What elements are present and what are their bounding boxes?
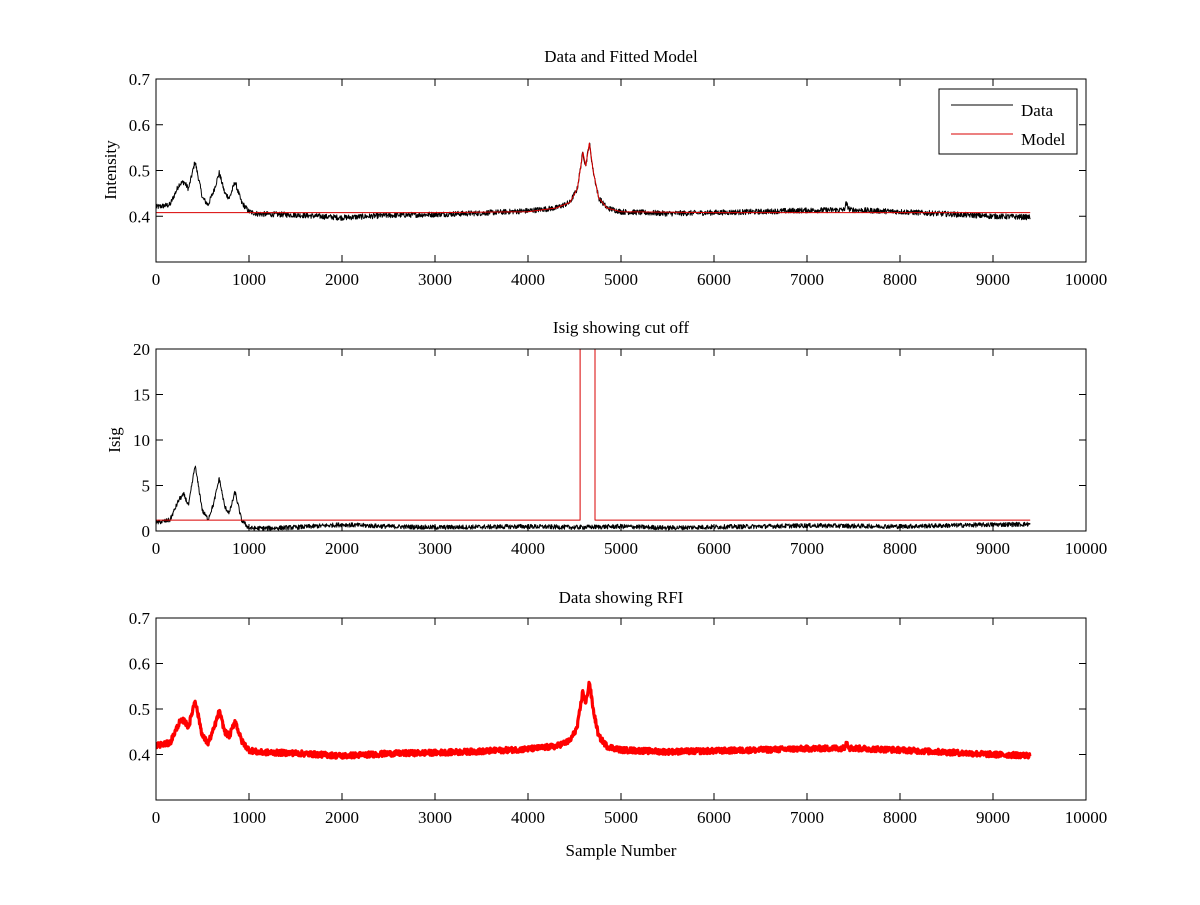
y-tick-label: 0.7 [129, 70, 151, 89]
series-line-model [156, 142, 1031, 214]
series-layer [156, 680, 1032, 760]
x-tick-label: 1000 [232, 270, 266, 289]
x-tick-label: 0 [152, 539, 161, 558]
panel-data-and-fitted-model: 0 1000 2000 3000 4000 5000 6000 7000 8000 9000 100… [101, 47, 1107, 289]
x-tick-label: 9000 [976, 539, 1010, 558]
x-tick-label: 8000 [883, 270, 917, 289]
y-tick-label: 0 [142, 522, 151, 541]
x-tick-label: 2000 [325, 270, 359, 289]
x-tick-label: 8000 [883, 539, 917, 558]
x-tick-label: 3000 [418, 808, 452, 827]
series-layer [156, 142, 1031, 221]
x-tick-label: 9000 [976, 808, 1010, 827]
x-tick-label: 5000 [604, 808, 638, 827]
x-tick-label: 3000 [418, 539, 452, 558]
plot-area [155, 348, 1087, 532]
series-line-1 [156, 680, 1032, 760]
x-tick-label: 6000 [697, 270, 731, 289]
plot-frame [155, 617, 1087, 801]
chart-title: Data showing RFI [559, 588, 684, 607]
chart-title: Isig showing cut off [553, 318, 689, 337]
plot-frame [155, 348, 1087, 532]
plot-area [155, 617, 1087, 801]
legend-label-data: Data [1021, 101, 1054, 120]
x-tick-label: 6000 [697, 808, 731, 827]
x-tick-label: 7000 [790, 270, 824, 289]
x-tick-label: 10000 [1065, 539, 1108, 558]
y-axis-label: Isig [105, 427, 124, 453]
y-tick-label: 0.6 [129, 116, 150, 135]
ticks-layer: 0 1000 2000 3000 4000 5000 6000 7000 8000 9000 100… [133, 340, 1107, 558]
y-tick-label: 5 [142, 477, 151, 496]
x-tick-label: 7000 [790, 808, 824, 827]
chart-title: Data and Fitted Model [544, 47, 698, 66]
legend-label-model: Model [1021, 130, 1066, 149]
x-tick-label: 4000 [511, 808, 545, 827]
plot-frame [155, 78, 1087, 263]
x-tick-label: 3000 [418, 270, 452, 289]
legend-box [938, 88, 1078, 155]
x-tick-label: 2000 [325, 808, 359, 827]
x-tick-label: 8000 [883, 808, 917, 827]
legend: Data Model [938, 88, 1078, 155]
x-axis-label: Sample Number [566, 841, 677, 860]
series-line-1 [156, 465, 1031, 531]
y-tick-label: 10 [133, 431, 150, 450]
x-tick-label: 10000 [1065, 808, 1108, 827]
x-tick-label: 4000 [511, 539, 545, 558]
x-tick-label: 5000 [604, 539, 638, 558]
x-tick-label: 0 [152, 808, 161, 827]
x-tick-label: 9000 [976, 270, 1010, 289]
plot-area [155, 78, 1087, 263]
y-tick-label: 0.4 [129, 207, 151, 226]
y-tick-label: 20 [133, 340, 150, 359]
y-tick-label: 0.5 [129, 700, 150, 719]
x-tick-label: 2000 [325, 539, 359, 558]
x-tick-label: 5000 [604, 270, 638, 289]
x-tick-label: 1000 [232, 808, 266, 827]
y-tick-label: 0.5 [129, 162, 150, 181]
y-axis-label: Intensity [101, 140, 120, 200]
x-tick-label: 4000 [511, 270, 545, 289]
x-tick-label: 0 [152, 270, 161, 289]
ticks-layer: 0 1000 2000 3000 4000 5000 6000 7000 8000 9000 100… [129, 70, 1108, 289]
y-tick-label: 0.6 [129, 655, 150, 674]
x-tick-label: 1000 [232, 539, 266, 558]
y-tick-label: 0.4 [129, 746, 151, 765]
x-tick-label: 6000 [697, 539, 731, 558]
x-tick-label: 10000 [1065, 270, 1108, 289]
x-tick-label: 7000 [790, 539, 824, 558]
panel-isig-showing-cut-off: 0 1000 2000 3000 4000 5000 6000 7000 8000 9000 100… [105, 318, 1107, 558]
y-tick-label: 15 [133, 386, 150, 405]
panel-data-showing-rfi: 0 1000 2000 3000 4000 5000 6000 7000 8000 9000 100… [129, 588, 1108, 860]
series-layer [156, 349, 1031, 531]
series-line-2 [156, 349, 1031, 521]
y-tick-label: 0.7 [129, 609, 151, 628]
